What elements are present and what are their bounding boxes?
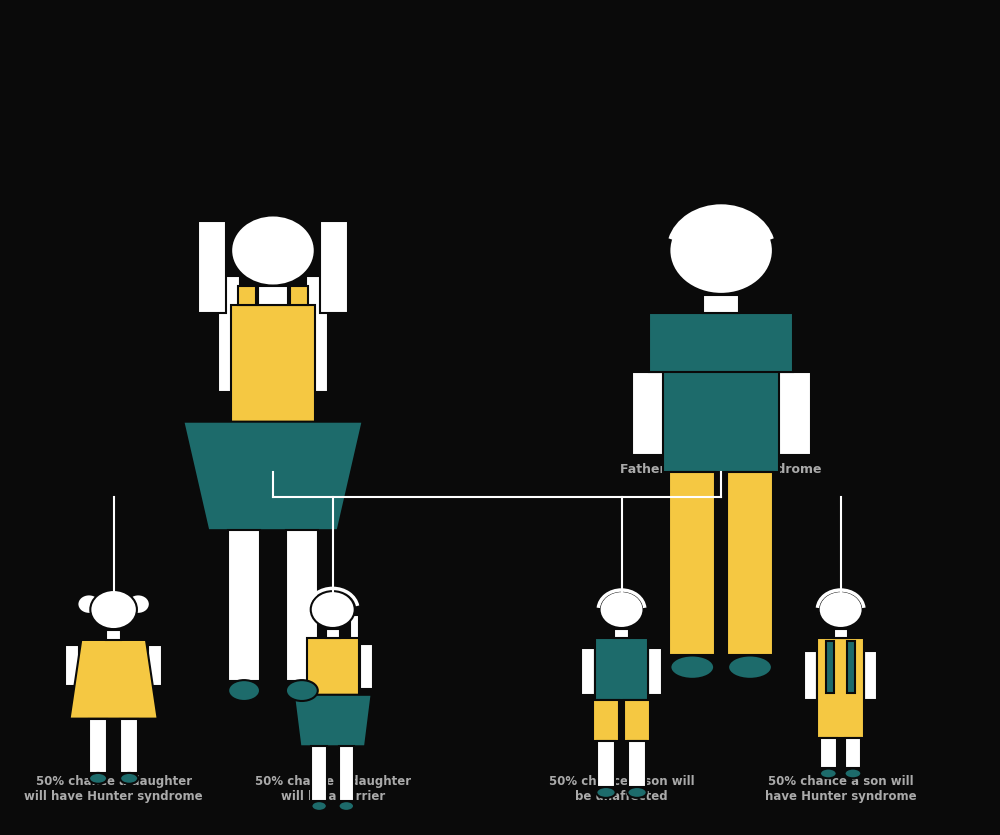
Bar: [89, 719, 107, 773]
Bar: [597, 741, 615, 787]
Bar: [228, 530, 260, 681]
Bar: [120, 719, 138, 773]
Circle shape: [311, 591, 355, 628]
Bar: [350, 615, 359, 642]
Bar: [663, 313, 779, 472]
Bar: [65, 645, 79, 686]
Circle shape: [90, 590, 137, 629]
Ellipse shape: [596, 787, 616, 798]
Ellipse shape: [120, 773, 138, 784]
Bar: [198, 221, 226, 313]
Ellipse shape: [89, 773, 107, 784]
Circle shape: [819, 591, 863, 628]
Bar: [845, 738, 861, 768]
Bar: [624, 701, 650, 741]
Bar: [669, 472, 715, 655]
Ellipse shape: [228, 680, 260, 701]
Polygon shape: [183, 422, 363, 530]
Bar: [311, 746, 327, 801]
Bar: [847, 640, 855, 693]
Bar: [231, 305, 315, 422]
Text: Father has Hunter syndrome: Father has Hunter syndrome: [620, 463, 822, 477]
Bar: [286, 530, 318, 681]
Bar: [218, 276, 240, 392]
Bar: [320, 221, 348, 313]
Bar: [106, 630, 121, 640]
Polygon shape: [294, 695, 372, 746]
Ellipse shape: [286, 680, 318, 701]
Bar: [632, 372, 665, 455]
Bar: [293, 644, 306, 690]
Text: 50% chance a son will
be unaffected: 50% chance a son will be unaffected: [549, 775, 694, 803]
Ellipse shape: [820, 768, 837, 778]
Bar: [649, 313, 793, 372]
Bar: [339, 746, 354, 801]
Bar: [595, 638, 648, 701]
Text: Mother is a carrier: Mother is a carrier: [208, 463, 338, 477]
Bar: [648, 648, 662, 695]
Bar: [864, 651, 877, 701]
Bar: [290, 286, 308, 305]
Bar: [258, 286, 288, 305]
Bar: [593, 701, 619, 741]
Circle shape: [669, 207, 773, 294]
Text: 50% chance a son will
have Hunter syndrome: 50% chance a son will have Hunter syndro…: [765, 775, 916, 803]
Bar: [614, 629, 629, 638]
Bar: [834, 629, 848, 638]
Ellipse shape: [627, 787, 647, 798]
Bar: [727, 472, 773, 655]
Bar: [307, 638, 359, 695]
Ellipse shape: [728, 655, 772, 679]
Bar: [826, 640, 834, 693]
Ellipse shape: [670, 655, 714, 679]
Bar: [628, 741, 646, 787]
Bar: [326, 629, 340, 638]
Circle shape: [231, 215, 315, 286]
Bar: [804, 651, 817, 701]
Bar: [703, 295, 739, 313]
Ellipse shape: [845, 768, 861, 778]
Bar: [306, 276, 328, 392]
Ellipse shape: [339, 801, 354, 811]
Bar: [148, 645, 162, 686]
Text: 50% chance a daughter
will have Hunter syndrome: 50% chance a daughter will have Hunter s…: [24, 775, 203, 803]
Circle shape: [77, 595, 101, 614]
Bar: [817, 638, 864, 738]
Bar: [820, 738, 837, 768]
Circle shape: [600, 591, 644, 628]
Polygon shape: [70, 640, 158, 719]
Circle shape: [127, 595, 150, 614]
Bar: [581, 648, 595, 695]
Bar: [360, 644, 373, 690]
Text: 50% chance a daughter
will be a carrier: 50% chance a daughter will be a carrier: [255, 775, 411, 803]
Bar: [238, 286, 256, 305]
Bar: [777, 372, 811, 455]
Bar: [307, 615, 316, 642]
Ellipse shape: [311, 801, 327, 811]
